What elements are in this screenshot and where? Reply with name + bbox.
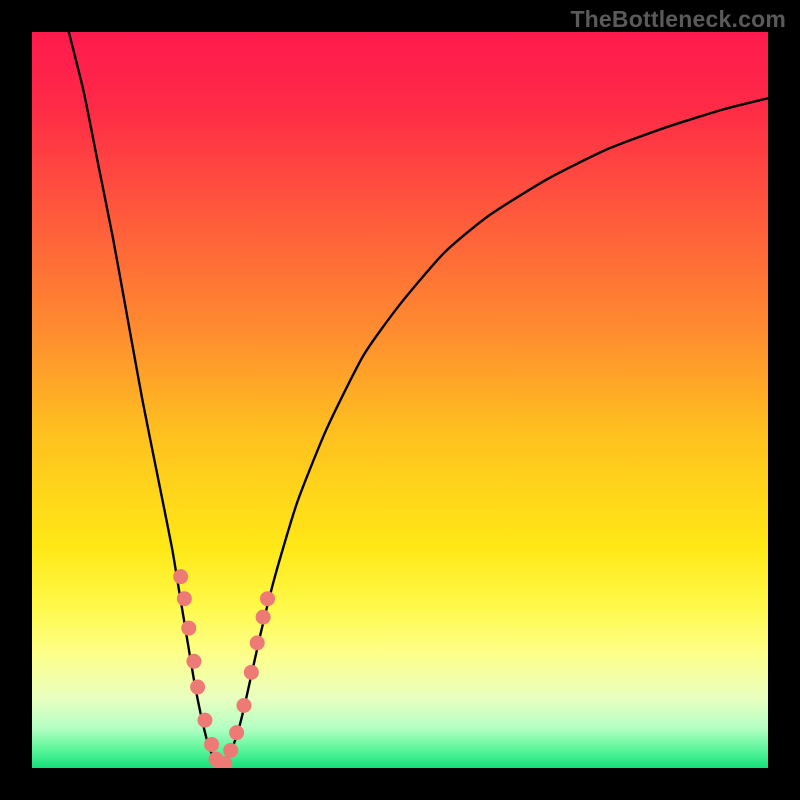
curve-marker [197, 713, 212, 728]
curve-marker [250, 635, 265, 650]
chart-root: TheBottleneck.com [0, 0, 800, 800]
curve-marker [256, 610, 271, 625]
curve-marker [204, 737, 219, 752]
curve-marker [260, 591, 275, 606]
watermark-text: TheBottleneck.com [570, 6, 786, 33]
curve-marker [181, 621, 196, 636]
curve-marker [223, 743, 238, 758]
curve-marker [190, 680, 205, 695]
curve-marker [244, 665, 259, 680]
curve-marker [186, 654, 201, 669]
curve-marker [173, 569, 188, 584]
chart-svg [0, 0, 800, 800]
curve-marker [177, 591, 192, 606]
curve-marker [229, 725, 244, 740]
curve-marker [236, 698, 251, 713]
